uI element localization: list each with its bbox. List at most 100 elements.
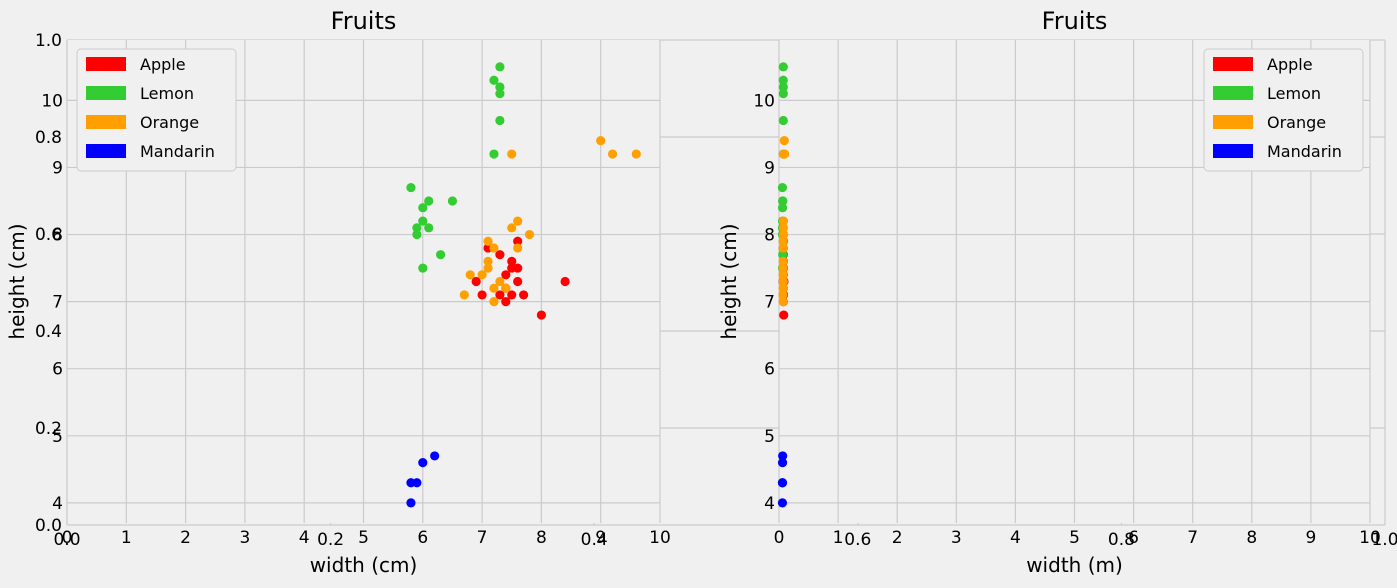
x-axis-label: width (m) xyxy=(1026,553,1123,577)
data-point-lemon xyxy=(489,75,499,85)
background-y-tick-label: 0.2 xyxy=(35,419,62,439)
legend-label-apple: Apple xyxy=(1267,55,1313,74)
data-point-orange xyxy=(477,270,487,280)
legend-label-mandarin: Mandarin xyxy=(1267,142,1342,161)
data-point-orange xyxy=(778,263,788,273)
data-point-lemon xyxy=(418,216,428,226)
data-point-lemon xyxy=(412,223,422,233)
data-point-apple xyxy=(501,270,511,280)
data-point-mandarin xyxy=(430,451,440,461)
y-tick-label: 8 xyxy=(764,226,775,246)
data-point-lemon xyxy=(424,223,434,233)
legend-swatch-mandarin xyxy=(86,144,126,158)
data-point-orange xyxy=(495,276,505,287)
background-y-tick-label: 0.4 xyxy=(35,322,62,342)
background-y-tick-label: 1.0 xyxy=(35,31,62,51)
data-point-lemon xyxy=(778,82,788,92)
x-tick-label: 10 xyxy=(1359,528,1381,548)
data-point-mandarin xyxy=(412,478,422,488)
data-point-apple xyxy=(560,276,570,287)
data-point-orange xyxy=(778,283,788,293)
data-point-orange xyxy=(596,136,606,146)
data-point-orange xyxy=(778,223,789,233)
data-point-lemon xyxy=(777,182,788,193)
data-point-orange xyxy=(778,236,788,246)
data-point-apple xyxy=(779,310,789,320)
data-point-orange xyxy=(483,236,493,246)
data-point-orange xyxy=(489,283,499,293)
data-point-orange xyxy=(501,283,511,293)
y-axis-label: height (cm) xyxy=(717,223,741,339)
background-x-tick-label: 0.8 xyxy=(1108,530,1135,550)
data-point-apple xyxy=(495,250,505,260)
data-point-mandarin xyxy=(418,458,428,468)
chart-title: Fruits xyxy=(1042,7,1108,35)
x-tick-label: 3 xyxy=(239,528,250,548)
background-x-tick-label: 0.0 xyxy=(53,530,80,550)
data-point-mandarin xyxy=(406,498,416,508)
data-point-lemon xyxy=(406,182,416,193)
data-point-orange xyxy=(778,149,789,159)
data-point-orange xyxy=(778,216,789,226)
x-tick-label: 10 xyxy=(649,528,671,548)
data-point-lemon xyxy=(778,196,788,206)
data-point-orange xyxy=(607,149,618,159)
legend-label-orange: Orange xyxy=(1267,113,1326,132)
data-point-apple xyxy=(507,290,517,300)
x-tick-label: 2 xyxy=(892,528,903,548)
legend-swatch-orange xyxy=(1213,115,1253,129)
data-point-orange xyxy=(507,149,517,159)
data-point-lemon xyxy=(435,250,446,260)
data-point-orange xyxy=(489,243,499,253)
background-y-tick-label: 0.0 xyxy=(35,516,62,536)
background-y-tick-label: 0.6 xyxy=(35,225,62,245)
data-point-orange xyxy=(778,276,788,287)
x-tick-label: 6 xyxy=(417,528,428,548)
data-point-apple xyxy=(501,297,511,307)
data-point-mandarin xyxy=(777,478,788,488)
data-point-orange xyxy=(483,263,493,273)
data-point-apple xyxy=(495,290,505,300)
x-tick-label: 1 xyxy=(121,528,132,548)
data-point-mandarin xyxy=(777,498,788,508)
x-tick-label: 0 xyxy=(62,528,73,548)
data-point-orange xyxy=(778,297,788,307)
legend-label-orange: Orange xyxy=(140,113,199,132)
data-point-mandarin xyxy=(777,458,788,468)
legend-frame xyxy=(76,48,237,172)
data-point-orange xyxy=(524,229,535,240)
x-tick-label: 1 xyxy=(833,528,844,548)
x-tick-label: 6 xyxy=(1128,528,1139,548)
y-axis-label: height (cm) xyxy=(5,223,29,339)
y-tick-label: 7 xyxy=(764,293,775,313)
legend-label-apple: Apple xyxy=(140,55,186,74)
legend-swatch-orange xyxy=(86,115,126,129)
data-point-apple xyxy=(507,263,517,273)
legend-swatch-mandarin xyxy=(1213,144,1253,158)
legend: Apple Lemon Orange Mandarin xyxy=(1203,48,1364,172)
y-tick-label: 5 xyxy=(764,427,775,447)
x-tick-label: 8 xyxy=(1246,528,1257,548)
data-point-lemon xyxy=(424,196,434,206)
y-tick-label: 7 xyxy=(52,293,63,313)
data-point-orange xyxy=(779,229,789,240)
y-tick-label: 5 xyxy=(52,427,63,447)
x-tick-label: 9 xyxy=(1305,528,1316,548)
data-point-apple xyxy=(477,290,487,300)
data-point-lemon xyxy=(447,196,458,206)
y-tick-label: 4 xyxy=(764,494,775,514)
legend-swatch-apple xyxy=(1213,57,1253,71)
data-point-apple xyxy=(513,236,523,246)
chart-title: Fruits xyxy=(331,7,397,35)
legend-swatch-apple xyxy=(86,57,126,71)
legend-swatch-lemon xyxy=(1213,86,1253,100)
data-point-lemon xyxy=(778,115,788,126)
data-point-lemon xyxy=(495,82,505,92)
x-tick-label: 7 xyxy=(477,528,488,548)
y-tick-label: 8 xyxy=(52,226,63,246)
y-tick-label: 6 xyxy=(52,360,63,380)
data-point-apple xyxy=(513,276,523,287)
data-point-lemon xyxy=(495,62,505,72)
data-point-orange xyxy=(778,243,789,253)
data-point-lemon xyxy=(777,203,788,213)
